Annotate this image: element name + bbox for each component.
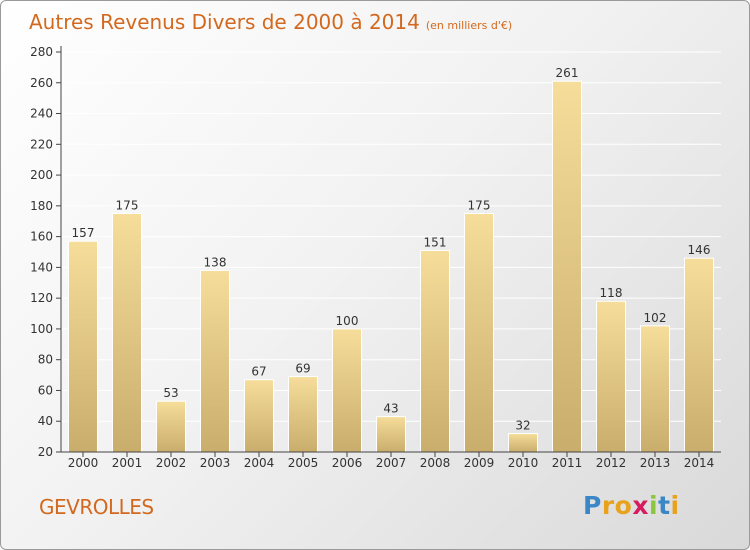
chart-subtitle: (en milliers d'€) (425, 19, 513, 32)
data-label: 151 (424, 235, 447, 249)
y-tick-label: 100 (30, 322, 53, 336)
bar[interactable] (68, 240, 98, 453)
logo-letter: x (632, 491, 649, 520)
bar[interactable] (376, 416, 406, 453)
x-tick-label: 2003 (200, 456, 231, 470)
chart-title: Autres Revenus Divers de 2000 à 2014 (en … (29, 10, 512, 34)
data-label: 102 (644, 311, 667, 325)
data-label: 67 (251, 365, 266, 379)
y-tick-label: 180 (30, 199, 53, 213)
y-tick-label: 160 (30, 230, 53, 244)
logo-letter: r (601, 491, 615, 520)
bar[interactable] (508, 433, 538, 453)
x-tick-label: 2006 (332, 456, 363, 470)
chart-title-text: Autres Revenus Divers de 2000 à 2014 (29, 10, 420, 34)
bar[interactable] (332, 328, 362, 453)
data-label: 175 (468, 199, 491, 213)
x-tick-label: 2000 (68, 456, 99, 470)
y-tick-label: 240 (30, 107, 53, 121)
data-label: 118 (600, 286, 623, 300)
x-tick-label: 2013 (640, 456, 671, 470)
bar[interactable] (420, 249, 450, 453)
y-tick-label: 40 (38, 414, 53, 428)
y-tick-label: 20 (38, 445, 53, 459)
data-label: 175 (116, 199, 139, 213)
x-tick-label: 2001 (112, 456, 143, 470)
data-label: 53 (163, 386, 178, 400)
data-label: 261 (556, 66, 579, 80)
axes (56, 46, 721, 457)
y-tick-label: 200 (30, 168, 53, 182)
bar[interactable] (596, 300, 626, 453)
logo-letter: o (614, 491, 633, 520)
x-tick-label: 2008 (420, 456, 451, 470)
bar[interactable] (640, 325, 670, 453)
bars (68, 80, 714, 453)
bar[interactable] (684, 257, 714, 453)
bar[interactable] (464, 213, 494, 453)
x-tick-label: 2012 (596, 456, 627, 470)
data-label: 138 (204, 255, 227, 269)
proxiti-logo[interactable]: Proxiti (583, 491, 680, 520)
y-tick-label: 120 (30, 291, 53, 305)
logo-letter: P (583, 491, 602, 520)
x-tick-label: 2009 (464, 456, 495, 470)
labels: 20 40 60 80 100 120 140 160 180 200 220 240 260 280 15… (30, 45, 714, 470)
x-tick-label: 2004 (244, 456, 275, 470)
bar[interactable] (200, 269, 230, 453)
bar[interactable] (112, 213, 142, 453)
data-label: 146 (688, 243, 711, 257)
bar[interactable] (288, 376, 318, 453)
y-tick-label: 60 (38, 383, 53, 397)
bar[interactable] (156, 400, 186, 453)
y-tick-label: 260 (30, 76, 53, 90)
x-tick-label: 2007 (376, 456, 407, 470)
data-label: 43 (383, 402, 398, 416)
y-tick-label: 140 (30, 260, 53, 274)
x-tick-label: 2002 (156, 456, 187, 470)
x-tick-label: 2011 (552, 456, 583, 470)
data-label: 157 (72, 226, 95, 240)
y-tick-label: 280 (30, 45, 53, 59)
logo-letter: t (658, 491, 671, 520)
y-tick-label: 80 (38, 353, 53, 367)
x-tick-label: 2010 (508, 456, 539, 470)
data-label: 100 (336, 314, 359, 328)
data-label: 69 (295, 362, 310, 376)
bar[interactable] (244, 379, 274, 453)
place-name: GEVROLLES (39, 495, 154, 519)
y-tick-label: 220 (30, 137, 53, 151)
logo-letter: i (670, 491, 680, 520)
data-label: 32 (515, 419, 530, 433)
x-tick-label: 2005 (288, 456, 319, 470)
bar[interactable] (552, 80, 582, 453)
logo-letter: i (649, 491, 659, 520)
x-tick-label: 2014 (684, 456, 715, 470)
